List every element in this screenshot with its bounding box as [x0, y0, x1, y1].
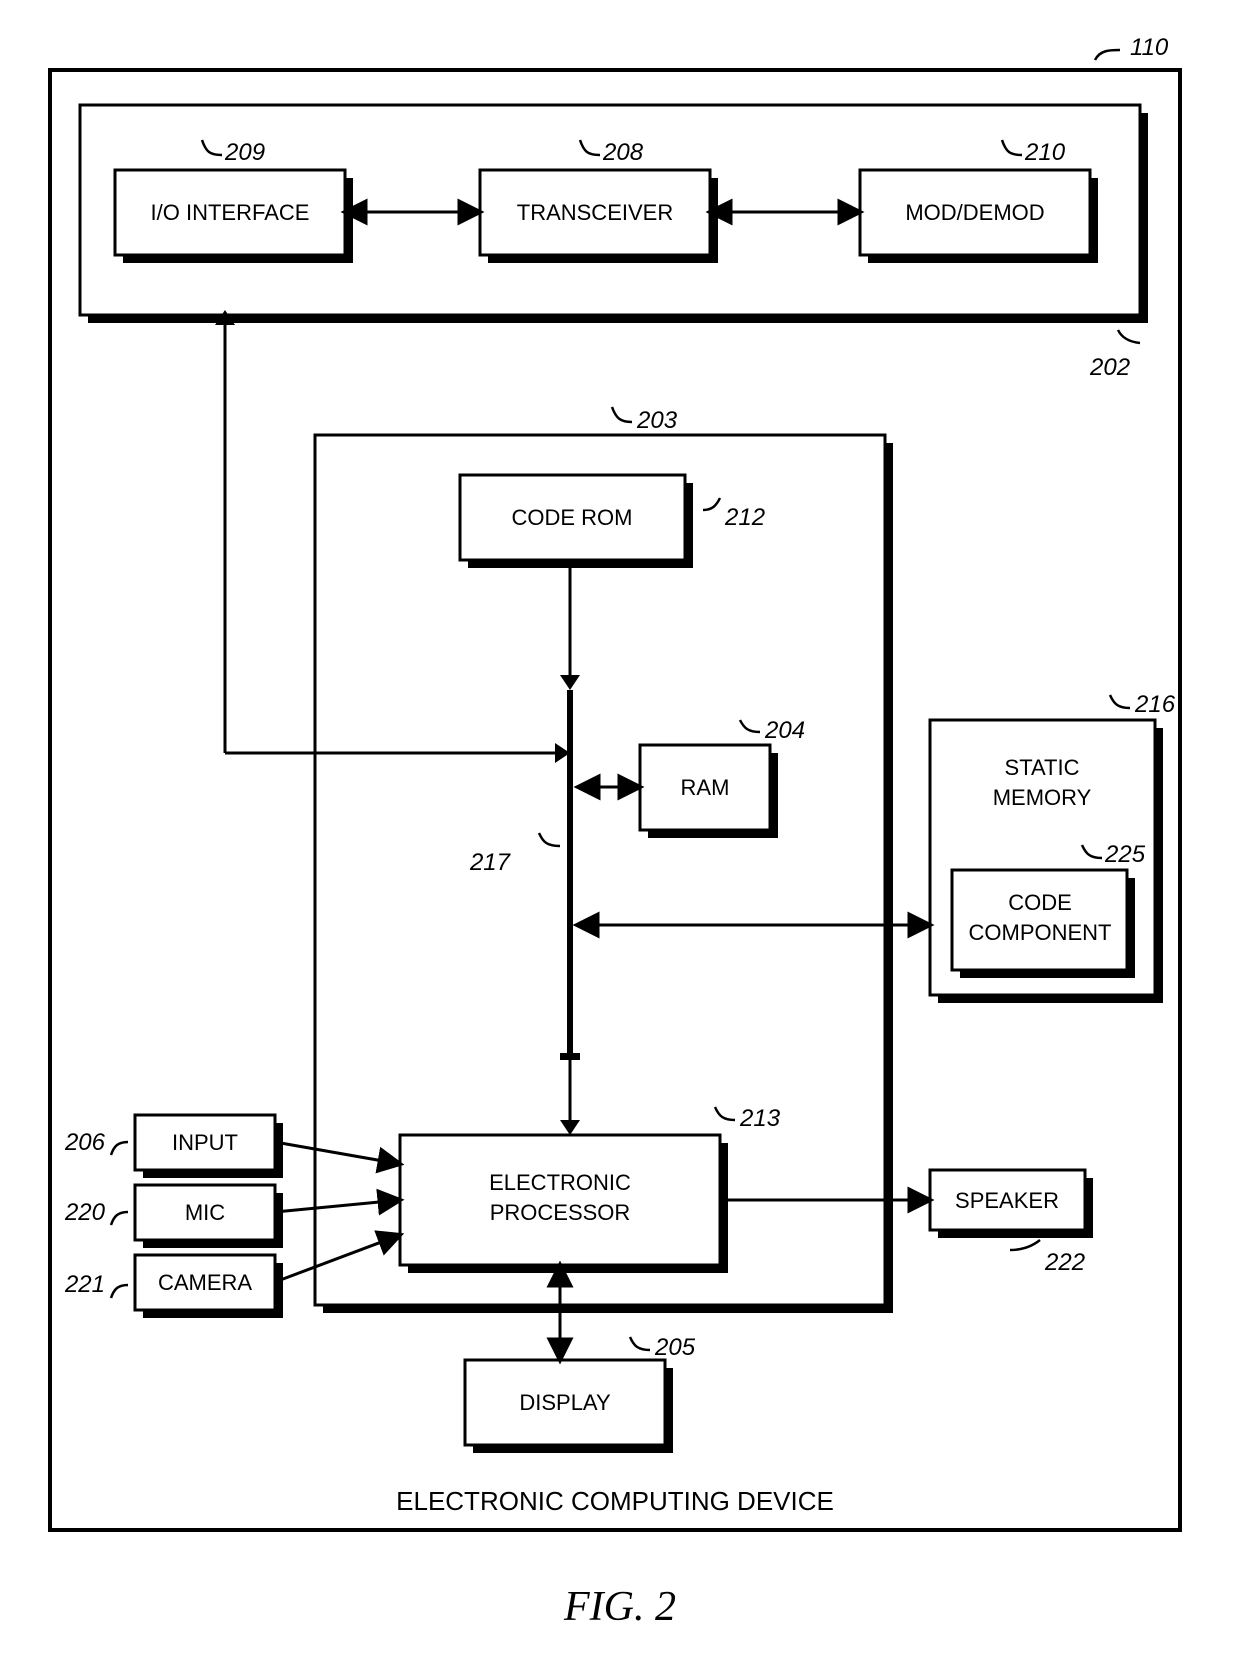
ref-io-interface: 209 — [224, 139, 265, 166]
ref-static-memory: 216 — [1134, 691, 1176, 718]
ref-mod-demod: 210 — [1024, 139, 1066, 166]
code-component-label-2: COMPONENT — [969, 920, 1112, 945]
ref-processing-unit: 203 — [636, 407, 678, 434]
ref-code-component: 225 — [1104, 841, 1146, 868]
static-memory-label-2: MEMORY — [993, 785, 1092, 810]
ref-speaker: 222 — [1044, 1249, 1085, 1276]
ref-device: 110 — [1130, 34, 1169, 61]
mic-label: MIC — [185, 1200, 225, 1225]
ref-display: 205 — [654, 1334, 696, 1361]
device-caption: ELECTRONIC COMPUTING DEVICE — [396, 1486, 834, 1516]
ref-comm-unit: 202 — [1089, 354, 1130, 381]
display-label: DISPLAY — [519, 1390, 611, 1415]
camera-label: CAMERA — [158, 1270, 252, 1295]
processor-label-2: PROCESSOR — [490, 1200, 631, 1225]
io-interface-label: I/O INTERFACE — [151, 200, 310, 225]
ref-bus: 217 — [469, 849, 512, 876]
mod-demod-label: MOD/DEMOD — [905, 200, 1044, 225]
bus-line — [567, 690, 573, 1060]
transceiver-label: TRANSCEIVER — [517, 200, 673, 225]
ref-ram: 204 — [764, 717, 805, 744]
ref-mic: 220 — [64, 1199, 106, 1226]
code-component-label-1: CODE — [1008, 890, 1072, 915]
input-label: INPUT — [172, 1130, 238, 1155]
speaker-label: SPEAKER — [955, 1188, 1059, 1213]
ref-code-rom: 212 — [724, 504, 765, 531]
diagram-canvas: 110 202 I/O INTERFACE 209 TRANSCEIVER 20… — [0, 0, 1240, 1661]
static-memory-label-1: STATIC — [1005, 755, 1080, 780]
figure-title: FIG. 2 — [563, 1584, 676, 1630]
ram-label: RAM — [681, 775, 730, 800]
ref-transceiver: 208 — [602, 139, 644, 166]
ref-processor: 213 — [739, 1105, 781, 1132]
code-rom-label: CODE ROM — [512, 505, 633, 530]
ref-input: 206 — [64, 1129, 106, 1156]
ref-camera: 221 — [64, 1271, 105, 1298]
processor-label-1: ELECTRONIC — [489, 1170, 631, 1195]
